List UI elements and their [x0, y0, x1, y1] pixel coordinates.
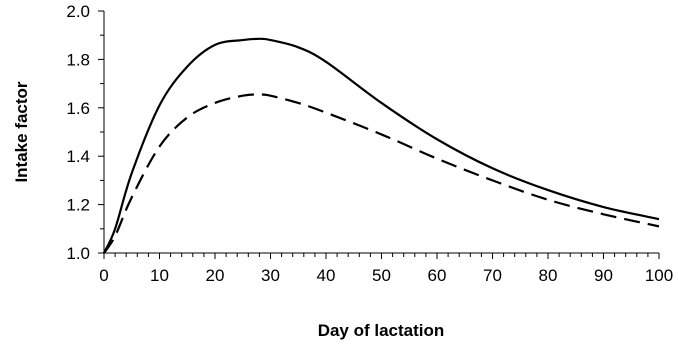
x-tick-label: 10: [150, 266, 169, 285]
x-tick-label: 40: [317, 266, 336, 285]
x-tick-label: 20: [206, 266, 225, 285]
y-tick-label: 1.8: [66, 50, 90, 69]
y-tick-label: 1.4: [66, 147, 90, 166]
y-axis-title: Intake factor: [12, 81, 31, 182]
y-tick-label: 1.6: [66, 99, 90, 118]
x-tick-label: 0: [99, 266, 108, 285]
x-tick-label: 100: [645, 266, 673, 285]
x-tick-label: 60: [428, 266, 447, 285]
axes: [98, 10, 660, 259]
series-line-dashed: [103, 93, 660, 254]
y-tick-label: 1.0: [66, 244, 90, 263]
x-tick-label: 70: [483, 266, 502, 285]
series-group: [103, 37, 660, 254]
y-tick-label: 2.0: [66, 2, 90, 21]
x-tick-label: 80: [539, 266, 558, 285]
tick-labels: 0 10 20 30 40 50 60 70 80 90 100 1.0 1.2 1.4 1.6 1.8 2.0: [66, 2, 673, 285]
x-tick-label: 30: [261, 266, 280, 285]
x-tick-label: 90: [594, 266, 613, 285]
x-axis-title: Day of lactation: [318, 321, 445, 340]
y-tick-label: 1.2: [66, 196, 90, 215]
series-line-solid: [103, 37, 660, 254]
x-tick-label: 50: [372, 266, 391, 285]
